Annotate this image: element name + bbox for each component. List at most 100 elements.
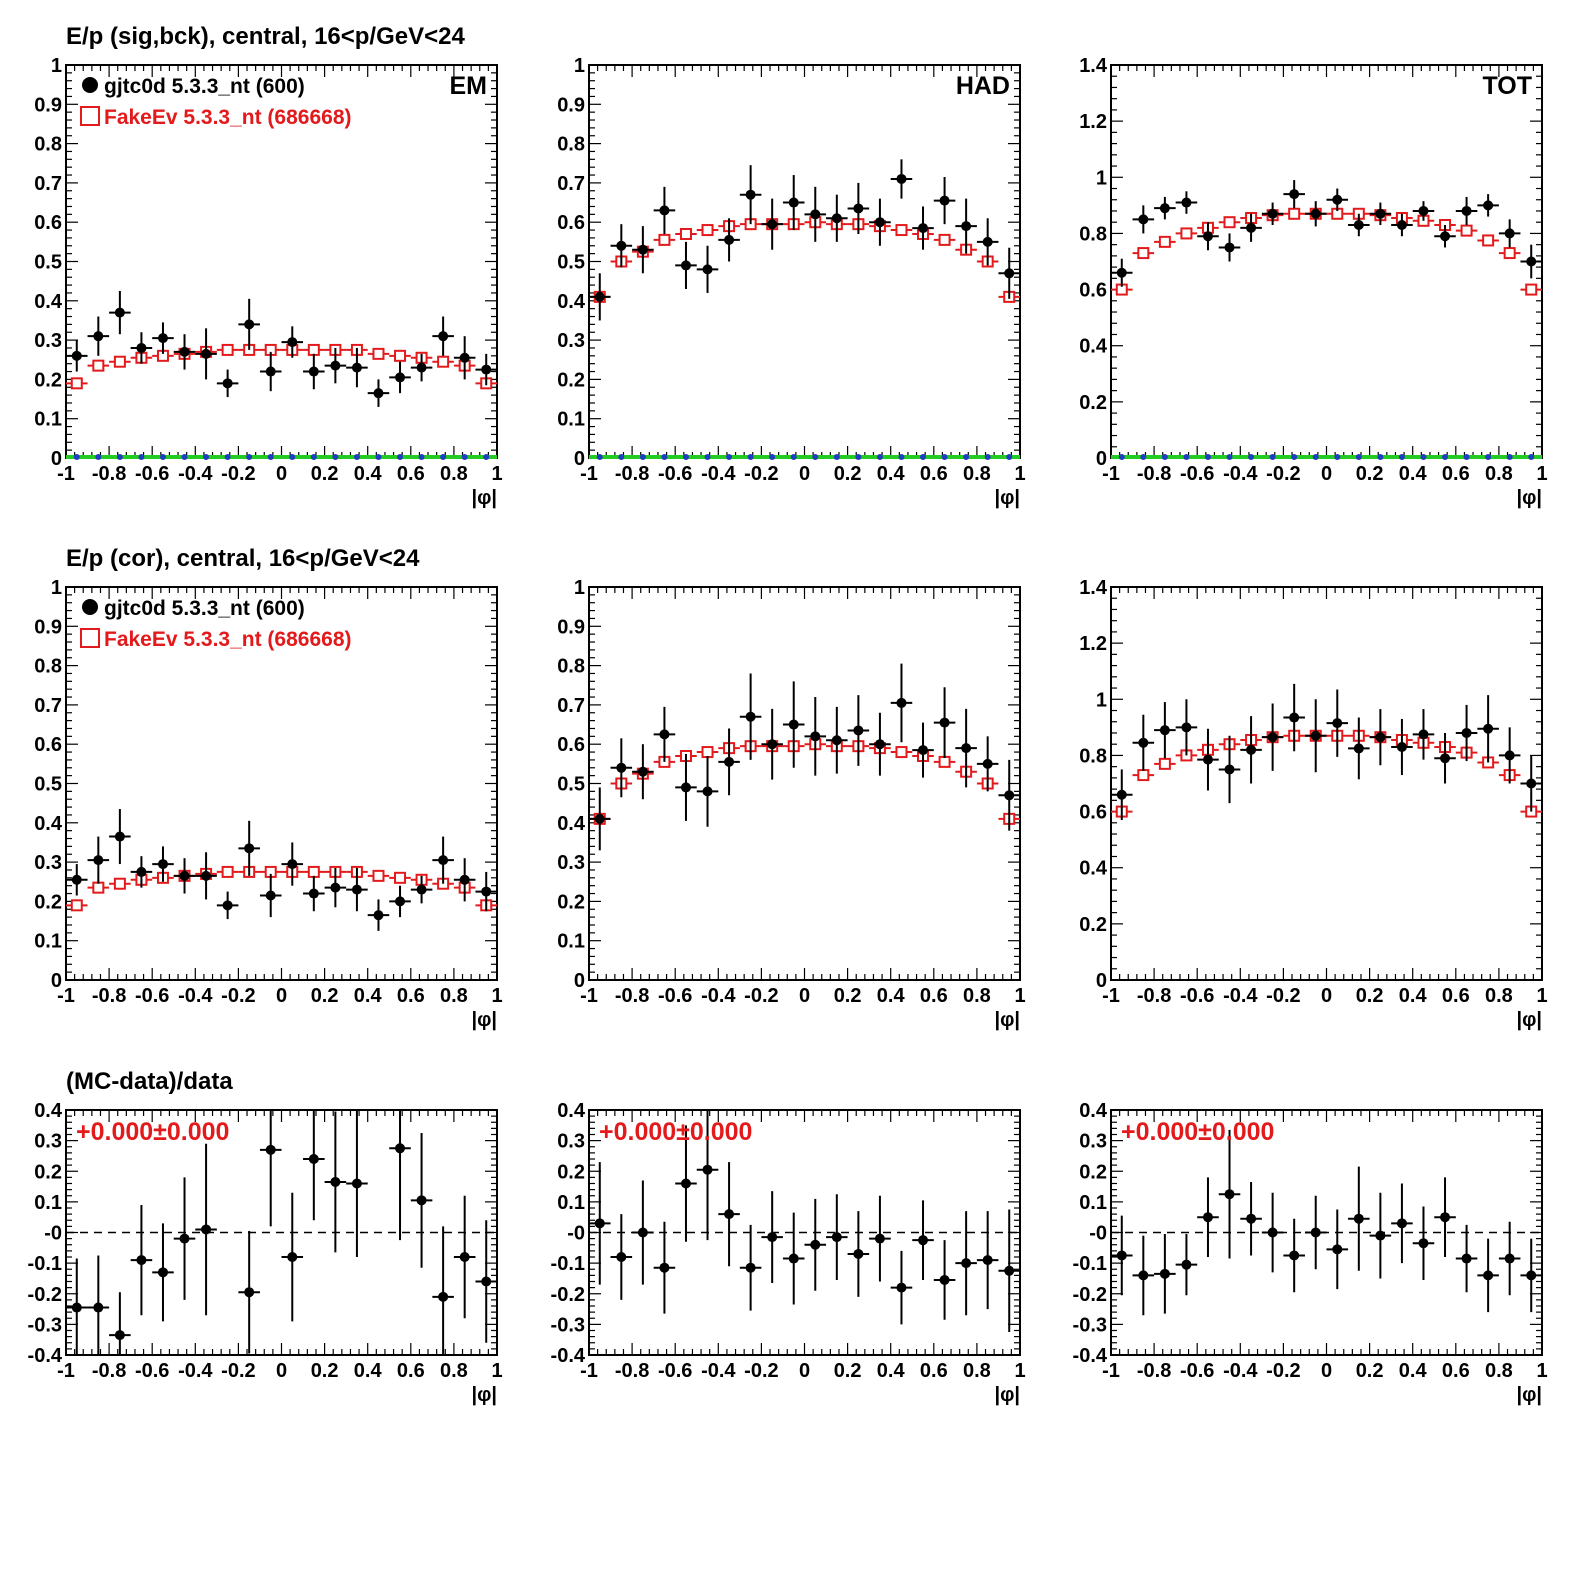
data-point (93, 1302, 104, 1313)
row-title-1: E/p (sig,bck), central, 16<p/GeV<24 (66, 23, 465, 50)
zero-series-point (1269, 454, 1276, 460)
data-point (745, 711, 756, 722)
data-point (1310, 208, 1321, 219)
mc-point (1137, 769, 1150, 782)
zero-series-point (1463, 454, 1470, 460)
x-tick-label: -0.4 (178, 463, 213, 485)
data-point (1526, 256, 1537, 267)
y-tick-label: 0.4 (557, 291, 586, 313)
y-tick-label: -0.2 (1073, 1284, 1107, 1306)
data-point (1116, 1250, 1127, 1261)
zero-series-point (812, 454, 819, 460)
zero-series-point (1006, 454, 1013, 460)
data-point (982, 1255, 993, 1266)
data-point (637, 244, 648, 255)
mc-point (221, 343, 234, 356)
data-point (1289, 1250, 1300, 1261)
y-tick-label: 0.2 (557, 891, 585, 913)
zero-series-point (116, 454, 123, 460)
y-tick-label: 0.4 (1079, 1100, 1108, 1122)
zero-series-point (833, 454, 840, 460)
row-title-2: E/p (cor), central, 16<p/GeV<24 (66, 545, 420, 572)
zero-series-point (246, 454, 253, 460)
y-tick-label: 0.4 (557, 1100, 586, 1122)
mc-point (1137, 247, 1150, 260)
x-tick-label: -0.8 (92, 1360, 126, 1382)
mc-point (307, 865, 320, 878)
data-point (1224, 764, 1235, 775)
y-tick-label: 0.1 (34, 931, 62, 953)
y-tick-label: -0.4 (551, 1345, 586, 1367)
data-point (1504, 1253, 1515, 1264)
data-point (1353, 220, 1364, 231)
zero-series-point (332, 454, 339, 460)
x-axis-label: |φ| (472, 1384, 498, 1406)
x-tick-label: -0.8 (92, 463, 126, 485)
y-tick-label: 0.6 (1079, 802, 1107, 824)
x-tick-label: 1 (1014, 985, 1025, 1007)
data-point (136, 866, 147, 877)
y-tick-label: 0.3 (1079, 1131, 1107, 1153)
data-point (71, 1302, 82, 1313)
data-point (939, 717, 950, 728)
x-tick-label: 0.8 (963, 1360, 991, 1382)
panel-tot-row3: -1 -0.8 -0.6 -0.4 -0.2 0 0.2 0.4 0.6 0.8 1 -0.4 -0.3… (1073, 1100, 1548, 1406)
y-tick-label: 0.9 (557, 616, 585, 638)
data-point (1246, 1213, 1257, 1224)
zero-series-point (224, 454, 231, 460)
data-point (287, 337, 298, 348)
data-point (853, 725, 864, 736)
x-tick-label: -0.6 (658, 1360, 692, 1382)
data-point (1181, 1259, 1192, 1270)
x-tick-label: -0.4 (701, 1360, 736, 1382)
panel-tot-row2: -1 -0.8 -0.6 -0.4 -0.2 0 0.2 0.4 0.6 0.8 1 0 0.2 0.4 0… (1079, 577, 1547, 1031)
zero-series-point (181, 454, 188, 460)
x-tick-label: -0.6 (1180, 463, 1214, 485)
y-tick-label: 1.4 (1079, 55, 1108, 77)
data-point (1116, 267, 1127, 278)
data-point (616, 240, 627, 251)
data-point (481, 364, 492, 375)
data-point (222, 378, 233, 389)
x-tick-label: -1 (1102, 985, 1120, 1007)
data-point (853, 1248, 864, 1259)
y-tick-label: 0 (1096, 970, 1107, 992)
y-tick-label: 0.6 (34, 212, 62, 234)
data-point (961, 1258, 972, 1269)
y-tick-label: 0 (51, 448, 62, 470)
y-tick-label: 0.2 (34, 369, 62, 391)
panels: -1 -0.8 -0.6 -0.4 -0.2 0 0.2 0.4 0.6 0.8 1 0 0.1 0.2 0… (28, 55, 1548, 1406)
x-tick-label: 0.8 (440, 1360, 468, 1382)
x-tick-label: 0.2 (834, 985, 862, 1007)
x-tick-label: -0.8 (1137, 463, 1171, 485)
data-point (114, 1330, 125, 1341)
data-point (71, 874, 82, 885)
mc-point (1482, 234, 1495, 247)
y-tick-label: 0 (574, 448, 585, 470)
data-point (1353, 1213, 1364, 1224)
y-tick-label: 1.2 (1079, 111, 1107, 133)
x-axis-label: |φ| (1517, 1384, 1543, 1406)
y-tick-label: 0.2 (557, 1161, 585, 1183)
y-tick-label: 0.4 (557, 813, 586, 835)
mc-point (394, 349, 407, 362)
data-point (1159, 725, 1170, 736)
data-point (1332, 718, 1343, 729)
data-point (702, 264, 713, 275)
y-tick-label: 0.7 (557, 173, 585, 195)
y-tick-label: 1 (574, 55, 585, 77)
x-tick-label: -1 (57, 463, 75, 485)
data-point (594, 813, 605, 824)
zero-series-point (397, 454, 404, 460)
zero-series-point (159, 454, 166, 460)
data-point (767, 219, 778, 230)
x-tick-label: 0.4 (354, 1360, 383, 1382)
y-tick-label: 0.5 (557, 774, 585, 796)
x-tick-label: 1 (1536, 985, 1547, 1007)
y-tick-label: 0.4 (34, 813, 63, 835)
data-point (724, 234, 735, 245)
data-point (961, 221, 972, 232)
y-tick-label: 0.2 (1079, 914, 1107, 936)
x-tick-label: 0 (799, 985, 810, 1007)
data-point (459, 874, 470, 885)
